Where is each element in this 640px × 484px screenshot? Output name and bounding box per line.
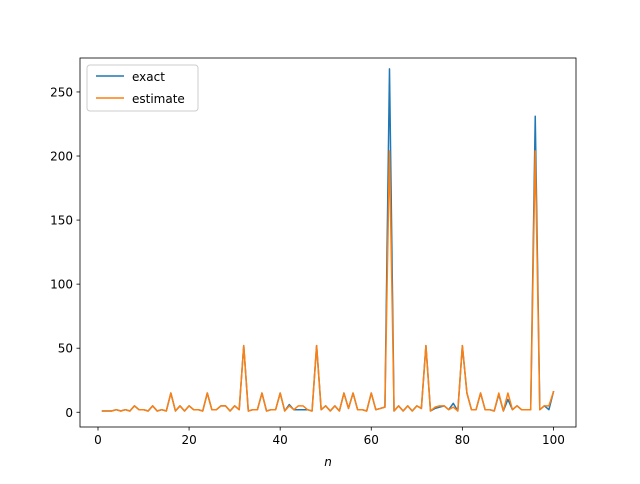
x-tick-label: 40: [273, 433, 288, 447]
y-tick-label: 150: [50, 214, 73, 228]
legend-label-exact: exact: [132, 70, 165, 84]
y-tick-label: 100: [50, 278, 73, 292]
series-line-estimate: [101, 150, 555, 412]
x-axis-label: n: [324, 455, 332, 469]
y-axis: 0 50 100 150 200 250: [50, 85, 80, 420]
y-tick-label: 50: [58, 342, 73, 356]
y-tick-label: 0: [65, 406, 73, 420]
x-axis: 0 20 40 60 80 100: [94, 427, 565, 447]
y-tick-label: 250: [50, 85, 73, 99]
legend: exact estimate: [86, 64, 199, 112]
plot-frame: [79, 57, 577, 428]
x-tick-label: 20: [181, 433, 196, 447]
x-tick-label: 100: [542, 433, 565, 447]
x-tick-label: 80: [455, 433, 470, 447]
legend-label-estimate: estimate: [132, 92, 185, 106]
x-tick-label: 0: [94, 433, 102, 447]
series-lines: [101, 68, 555, 412]
x-tick-label: 60: [364, 433, 379, 447]
y-tick-label: 200: [50, 150, 73, 164]
